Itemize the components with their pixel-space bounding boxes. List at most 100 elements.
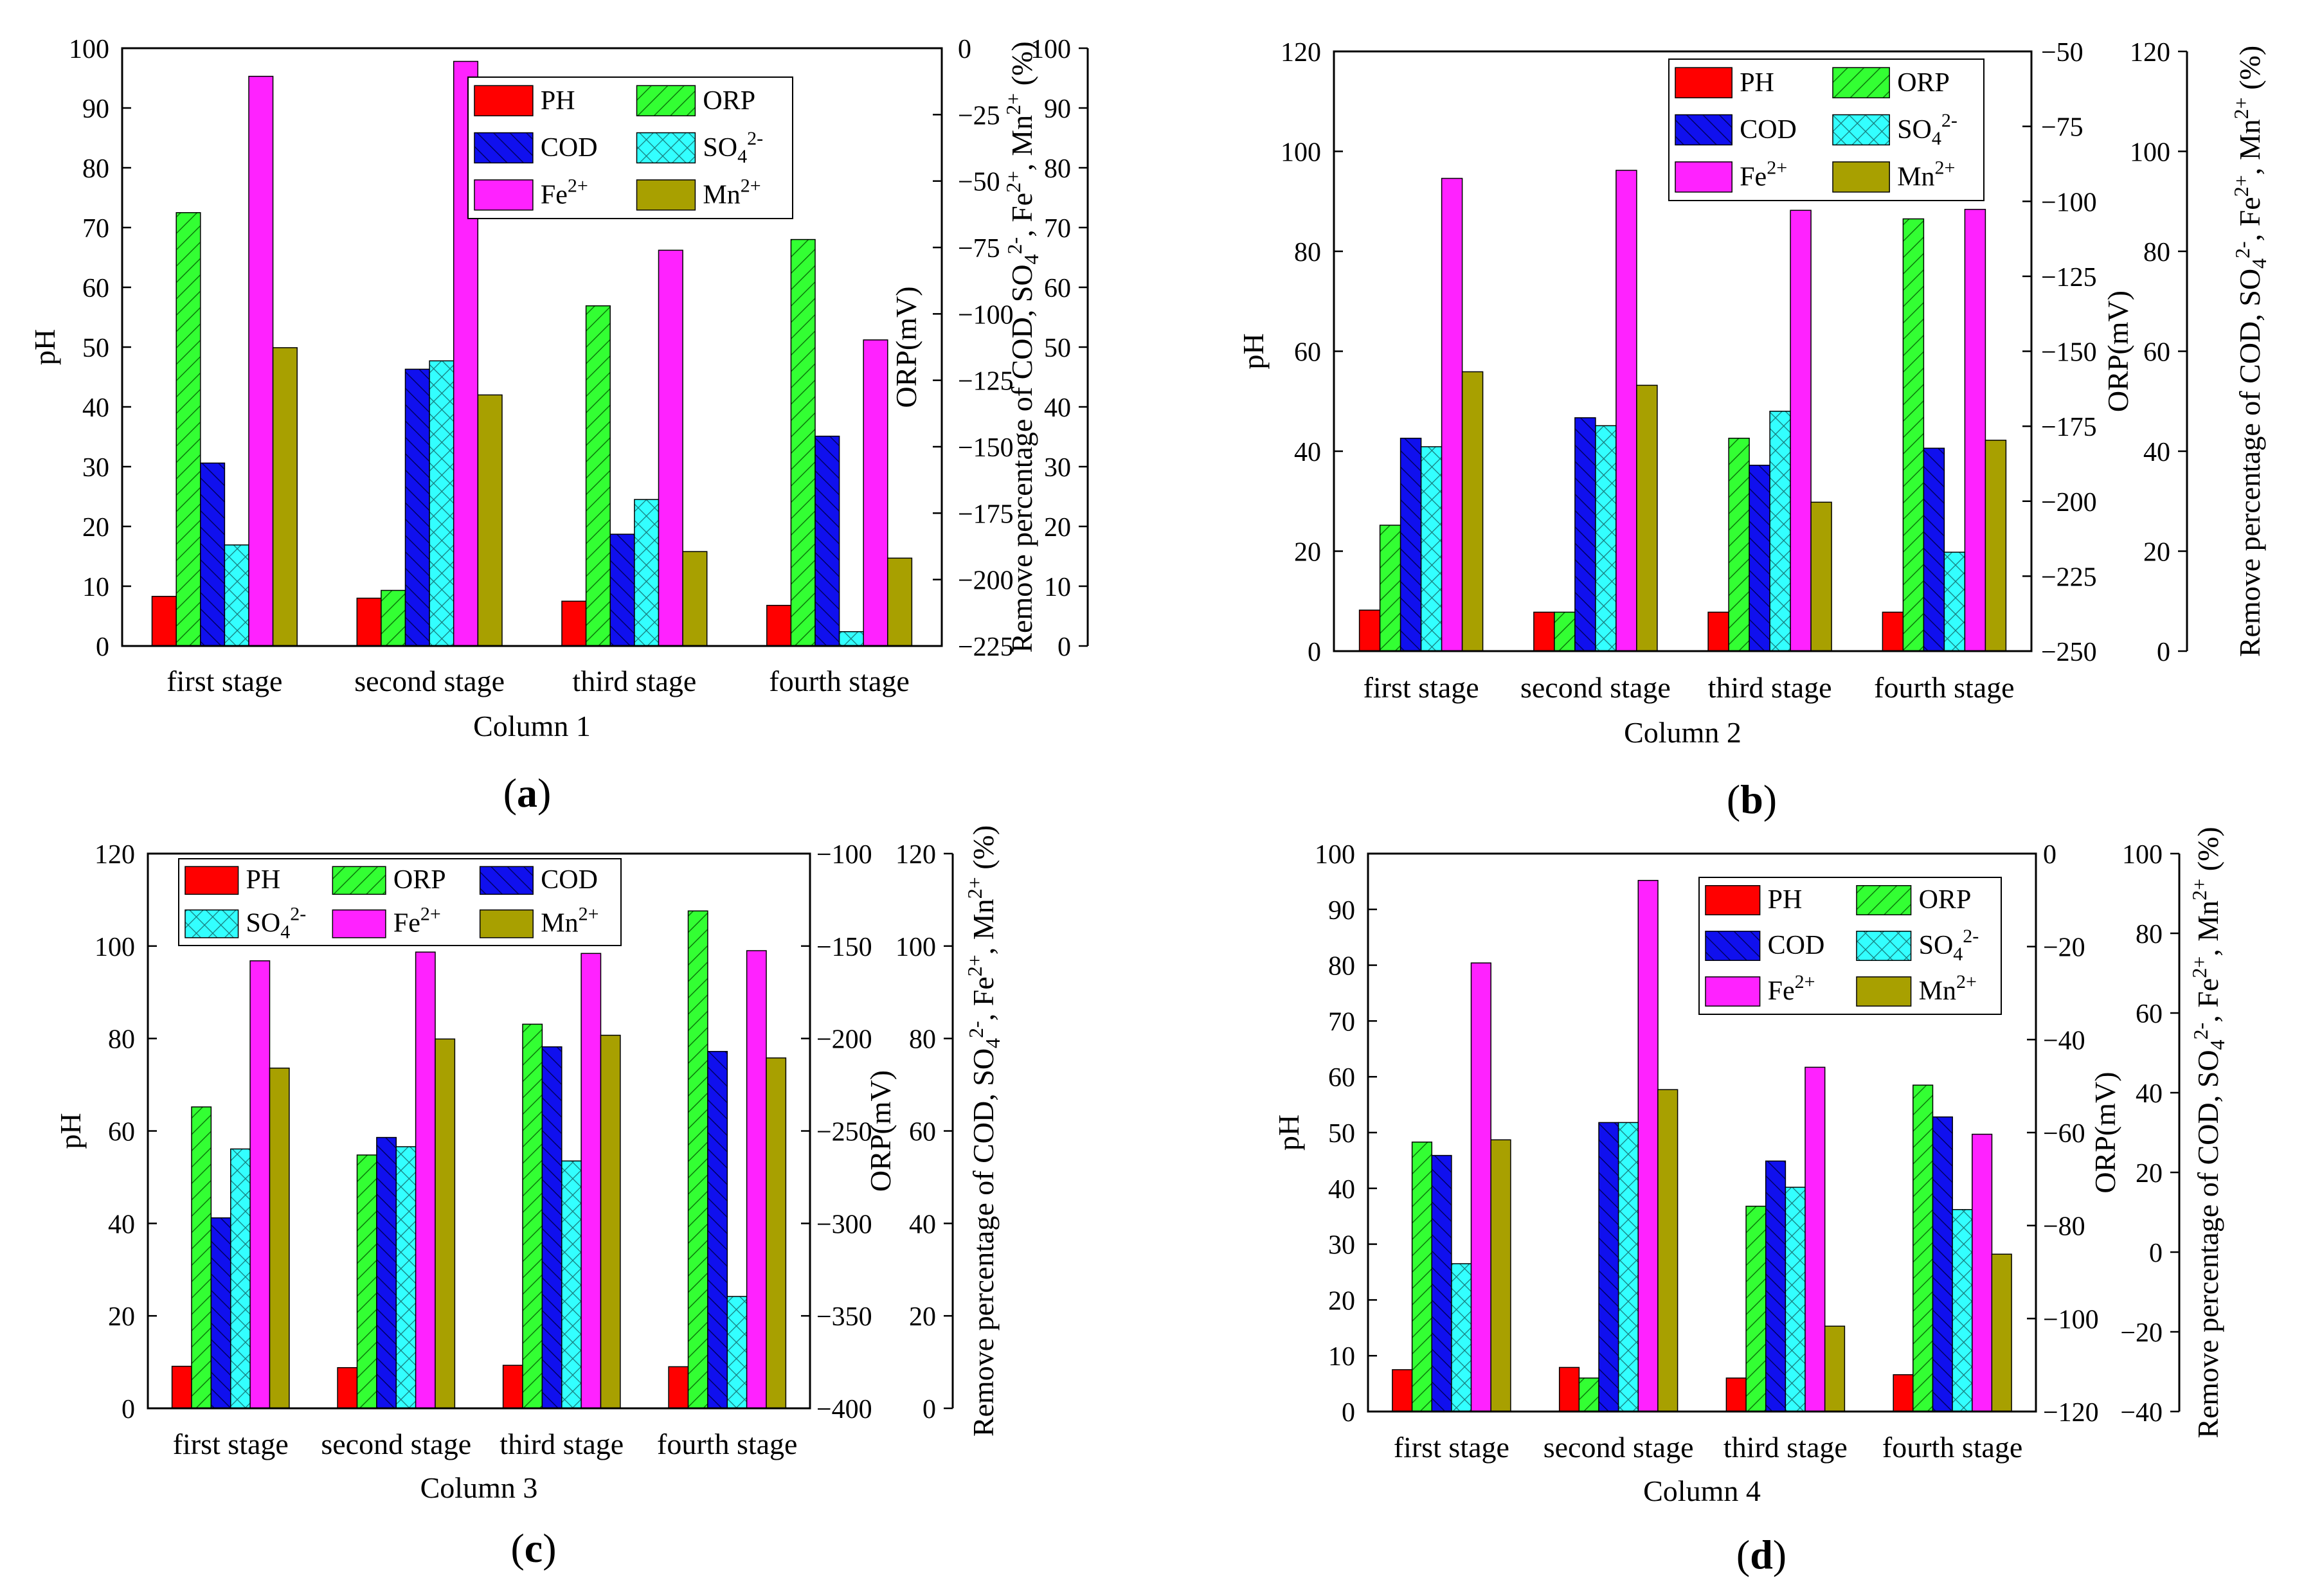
orp-tick-label: −400 xyxy=(816,1395,872,1424)
bar-so4-2-first-stage xyxy=(230,1148,251,1409)
ph-tick-label: 80 xyxy=(82,154,109,184)
bar-ph-second-stage xyxy=(356,597,382,647)
removal-tick-label: 40 xyxy=(1044,393,1071,423)
orp-tick-label: −40 xyxy=(2043,1026,2085,1055)
bar-so4-2-third-stage xyxy=(1769,411,1791,652)
bar-orp-fourth-stage xyxy=(790,238,816,647)
legend-swatch-cod xyxy=(1675,114,1733,146)
category-label-second-stage: second stage xyxy=(321,1428,471,1460)
bar-fe2-first-stage xyxy=(1470,962,1491,1412)
bar-mn2-second-stage xyxy=(435,1038,456,1409)
bar-fe2-fourth-stage xyxy=(863,339,888,647)
bar-cod-second-stage xyxy=(376,1136,397,1409)
ph-axis-title: pH xyxy=(54,1113,87,1149)
orp-axis-title: ORP(mV) xyxy=(2102,291,2134,412)
legend-swatch-orp xyxy=(1832,67,1890,98)
legend-label-orp: ORP xyxy=(703,86,755,116)
bar-fe2-third-stage xyxy=(1790,210,1812,652)
bar-cod-third-stage xyxy=(541,1046,562,1409)
bar-cod-first-stage xyxy=(1431,1154,1452,1412)
removal-tick-label: 60 xyxy=(2136,1000,2163,1029)
orp-tick-label: −100 xyxy=(2041,188,2097,217)
category-label-second-stage: second stage xyxy=(1520,671,1671,704)
orp-tick-label: −150 xyxy=(816,933,872,962)
legend-label-ph: PH xyxy=(1740,68,1774,98)
ph-tick-label: 60 xyxy=(82,274,109,303)
ph-tick-label: 20 xyxy=(1294,538,1321,568)
ph-tick-label: 30 xyxy=(82,453,109,483)
bar-cod-first-stage xyxy=(1400,438,1422,652)
ph-tick-label: 70 xyxy=(82,214,109,244)
removal-tick-label: 0 xyxy=(2157,638,2170,667)
bar-so4-2-fourth-stage xyxy=(838,631,864,647)
x-axis-title: Column 4 xyxy=(1643,1475,1761,1507)
ph-tick-label: 100 xyxy=(69,35,109,64)
bar-mn2-first-stage xyxy=(1461,371,1484,652)
ph-tick-label: 0 xyxy=(1342,1398,1355,1428)
bar-ph-third-stage xyxy=(502,1365,523,1409)
legend-swatch-ph xyxy=(1705,885,1761,915)
removal-tick-label: 100 xyxy=(1030,35,1071,64)
ph-tick-label: 50 xyxy=(82,334,109,363)
bar-ph-third-stage xyxy=(1725,1377,1747,1412)
legend-label-ph: PH xyxy=(246,865,281,895)
removal-tick-label: 30 xyxy=(1044,453,1071,483)
legend-swatch-ph xyxy=(474,85,534,116)
legend-swatch-mn2 xyxy=(636,179,696,211)
legend-swatch-mn2 xyxy=(1856,976,1912,1007)
ph-tick-label: 10 xyxy=(82,573,109,602)
legend-swatch-fe2 xyxy=(1675,161,1733,193)
removal-tick-label: 40 xyxy=(909,1210,936,1239)
category-label-fourth-stage: fourth stage xyxy=(769,665,909,697)
panel-c: 0 20 40 60 80 100 120 −100 −150 −200 −250 −300 −350 −… xyxy=(54,825,1004,1571)
bar-mn2-first-stage xyxy=(1490,1139,1511,1412)
bar-mn2-third-stage xyxy=(600,1034,621,1409)
orp-tick-label: −125 xyxy=(958,367,1014,397)
bar-mn2-third-stage xyxy=(682,551,708,647)
x-axis-title: Column 1 xyxy=(473,710,591,742)
bar-ph-first-stage xyxy=(1358,609,1381,652)
legend-label-orp: ORP xyxy=(393,865,446,895)
category-label-fourth-stage: fourth stage xyxy=(1882,1431,2022,1464)
removal-tick-label: 20 xyxy=(909,1302,936,1332)
ph-tick-label: 80 xyxy=(1328,952,1355,982)
legend-label-ph: PH xyxy=(1768,885,1803,915)
bar-orp-fourth-stage xyxy=(687,910,708,1409)
bar-fe2-second-stage xyxy=(415,951,436,1409)
bar-mn2-first-stage xyxy=(272,347,298,647)
legend-swatch-mn2 xyxy=(1832,161,1890,193)
orp-tick-label: −175 xyxy=(958,499,1014,529)
ph-tick-label: 90 xyxy=(82,94,109,124)
bar-orp-second-stage xyxy=(1578,1377,1599,1412)
removal-tick-label: 10 xyxy=(1044,573,1071,602)
panel-caption: (c) xyxy=(510,1525,556,1571)
legend-box xyxy=(178,858,622,946)
orp-tick-label: −150 xyxy=(2041,338,2097,368)
bar-orp-second-stage xyxy=(356,1154,377,1409)
removal-tick-label: 60 xyxy=(2143,338,2170,368)
orp-tick-label: −175 xyxy=(2041,413,2097,442)
bar-fe2-first-stage xyxy=(1441,177,1463,652)
bar-orp-third-stage xyxy=(1745,1205,1767,1412)
orp-tick-label: 0 xyxy=(958,35,971,64)
bar-orp-second-stage xyxy=(381,589,406,647)
bar-ph-third-stage xyxy=(1707,611,1729,652)
legend-label-fe2: Fe2+ xyxy=(1768,971,1815,1006)
removal-tick-label: −20 xyxy=(2120,1318,2163,1348)
removal-tick-label: 80 xyxy=(1044,154,1071,184)
legend-swatch-ph xyxy=(1675,67,1733,98)
legend-swatch-mn2 xyxy=(479,909,534,938)
orp-axis-title: ORP(mV) xyxy=(2089,1071,2121,1193)
removal-tick-label: 90 xyxy=(1044,94,1071,124)
bar-orp-first-stage xyxy=(1411,1142,1433,1412)
ph-tick-label: 90 xyxy=(1328,896,1355,926)
bar-orp-fourth-stage xyxy=(1902,218,1925,652)
bar-ph-first-stage xyxy=(151,596,177,647)
category-label-first-stage: first stage xyxy=(1364,671,1479,704)
removal-axis-title: Remove percentage of COD, SO42-, Fe2+, M… xyxy=(963,825,1004,1437)
legend-label-ph: PH xyxy=(541,86,575,116)
legend-label-cod: COD xyxy=(1768,931,1825,960)
bar-mn2-second-stage xyxy=(1636,384,1658,652)
bar-fe2-fourth-stage xyxy=(746,950,767,1409)
x-axis-title: Column 2 xyxy=(1624,716,1742,749)
